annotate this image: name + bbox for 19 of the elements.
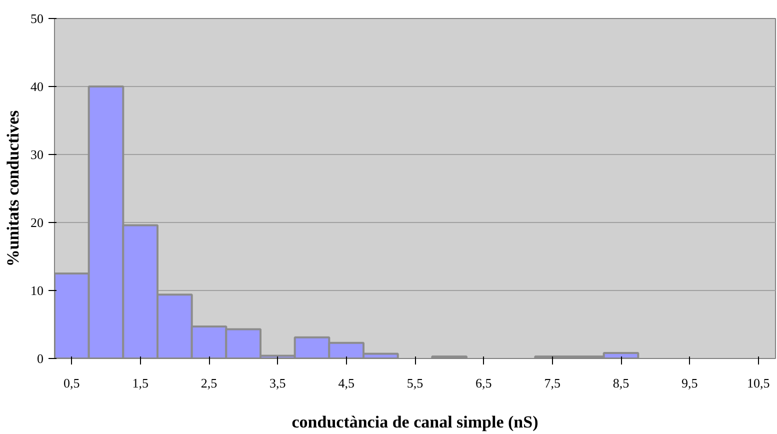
x-tick-label: 9,5 (682, 376, 698, 390)
x-tick-label: 1,5 (132, 376, 148, 390)
x-tick-label: 7,5 (544, 376, 560, 390)
x-tick-label: 8,5 (612, 376, 630, 390)
x-tick-label: 2,5 (200, 376, 218, 390)
y-tick-label: 50 (30, 11, 44, 26)
y-tick-label: 40 (30, 79, 44, 94)
x-tick-label: 5,5 (406, 376, 424, 390)
x-axis-title: conductància de canal simple (nS) (292, 412, 538, 432)
y-tick-label: 20 (30, 215, 44, 230)
x-tick-label: 6,5 (476, 376, 492, 390)
x-tick-label: 4,5 (338, 376, 354, 390)
x-tick-label: 10,5 (746, 376, 770, 390)
x-tick-label: 0,5 (64, 376, 80, 390)
y-tick-label: 0 (37, 351, 44, 366)
x-tick-label: 3,5 (270, 376, 286, 390)
y-tick-label: 10 (30, 283, 44, 298)
y-axis-title: %unitats conductives (4, 110, 22, 267)
y-tick-label: 30 (30, 147, 44, 162)
